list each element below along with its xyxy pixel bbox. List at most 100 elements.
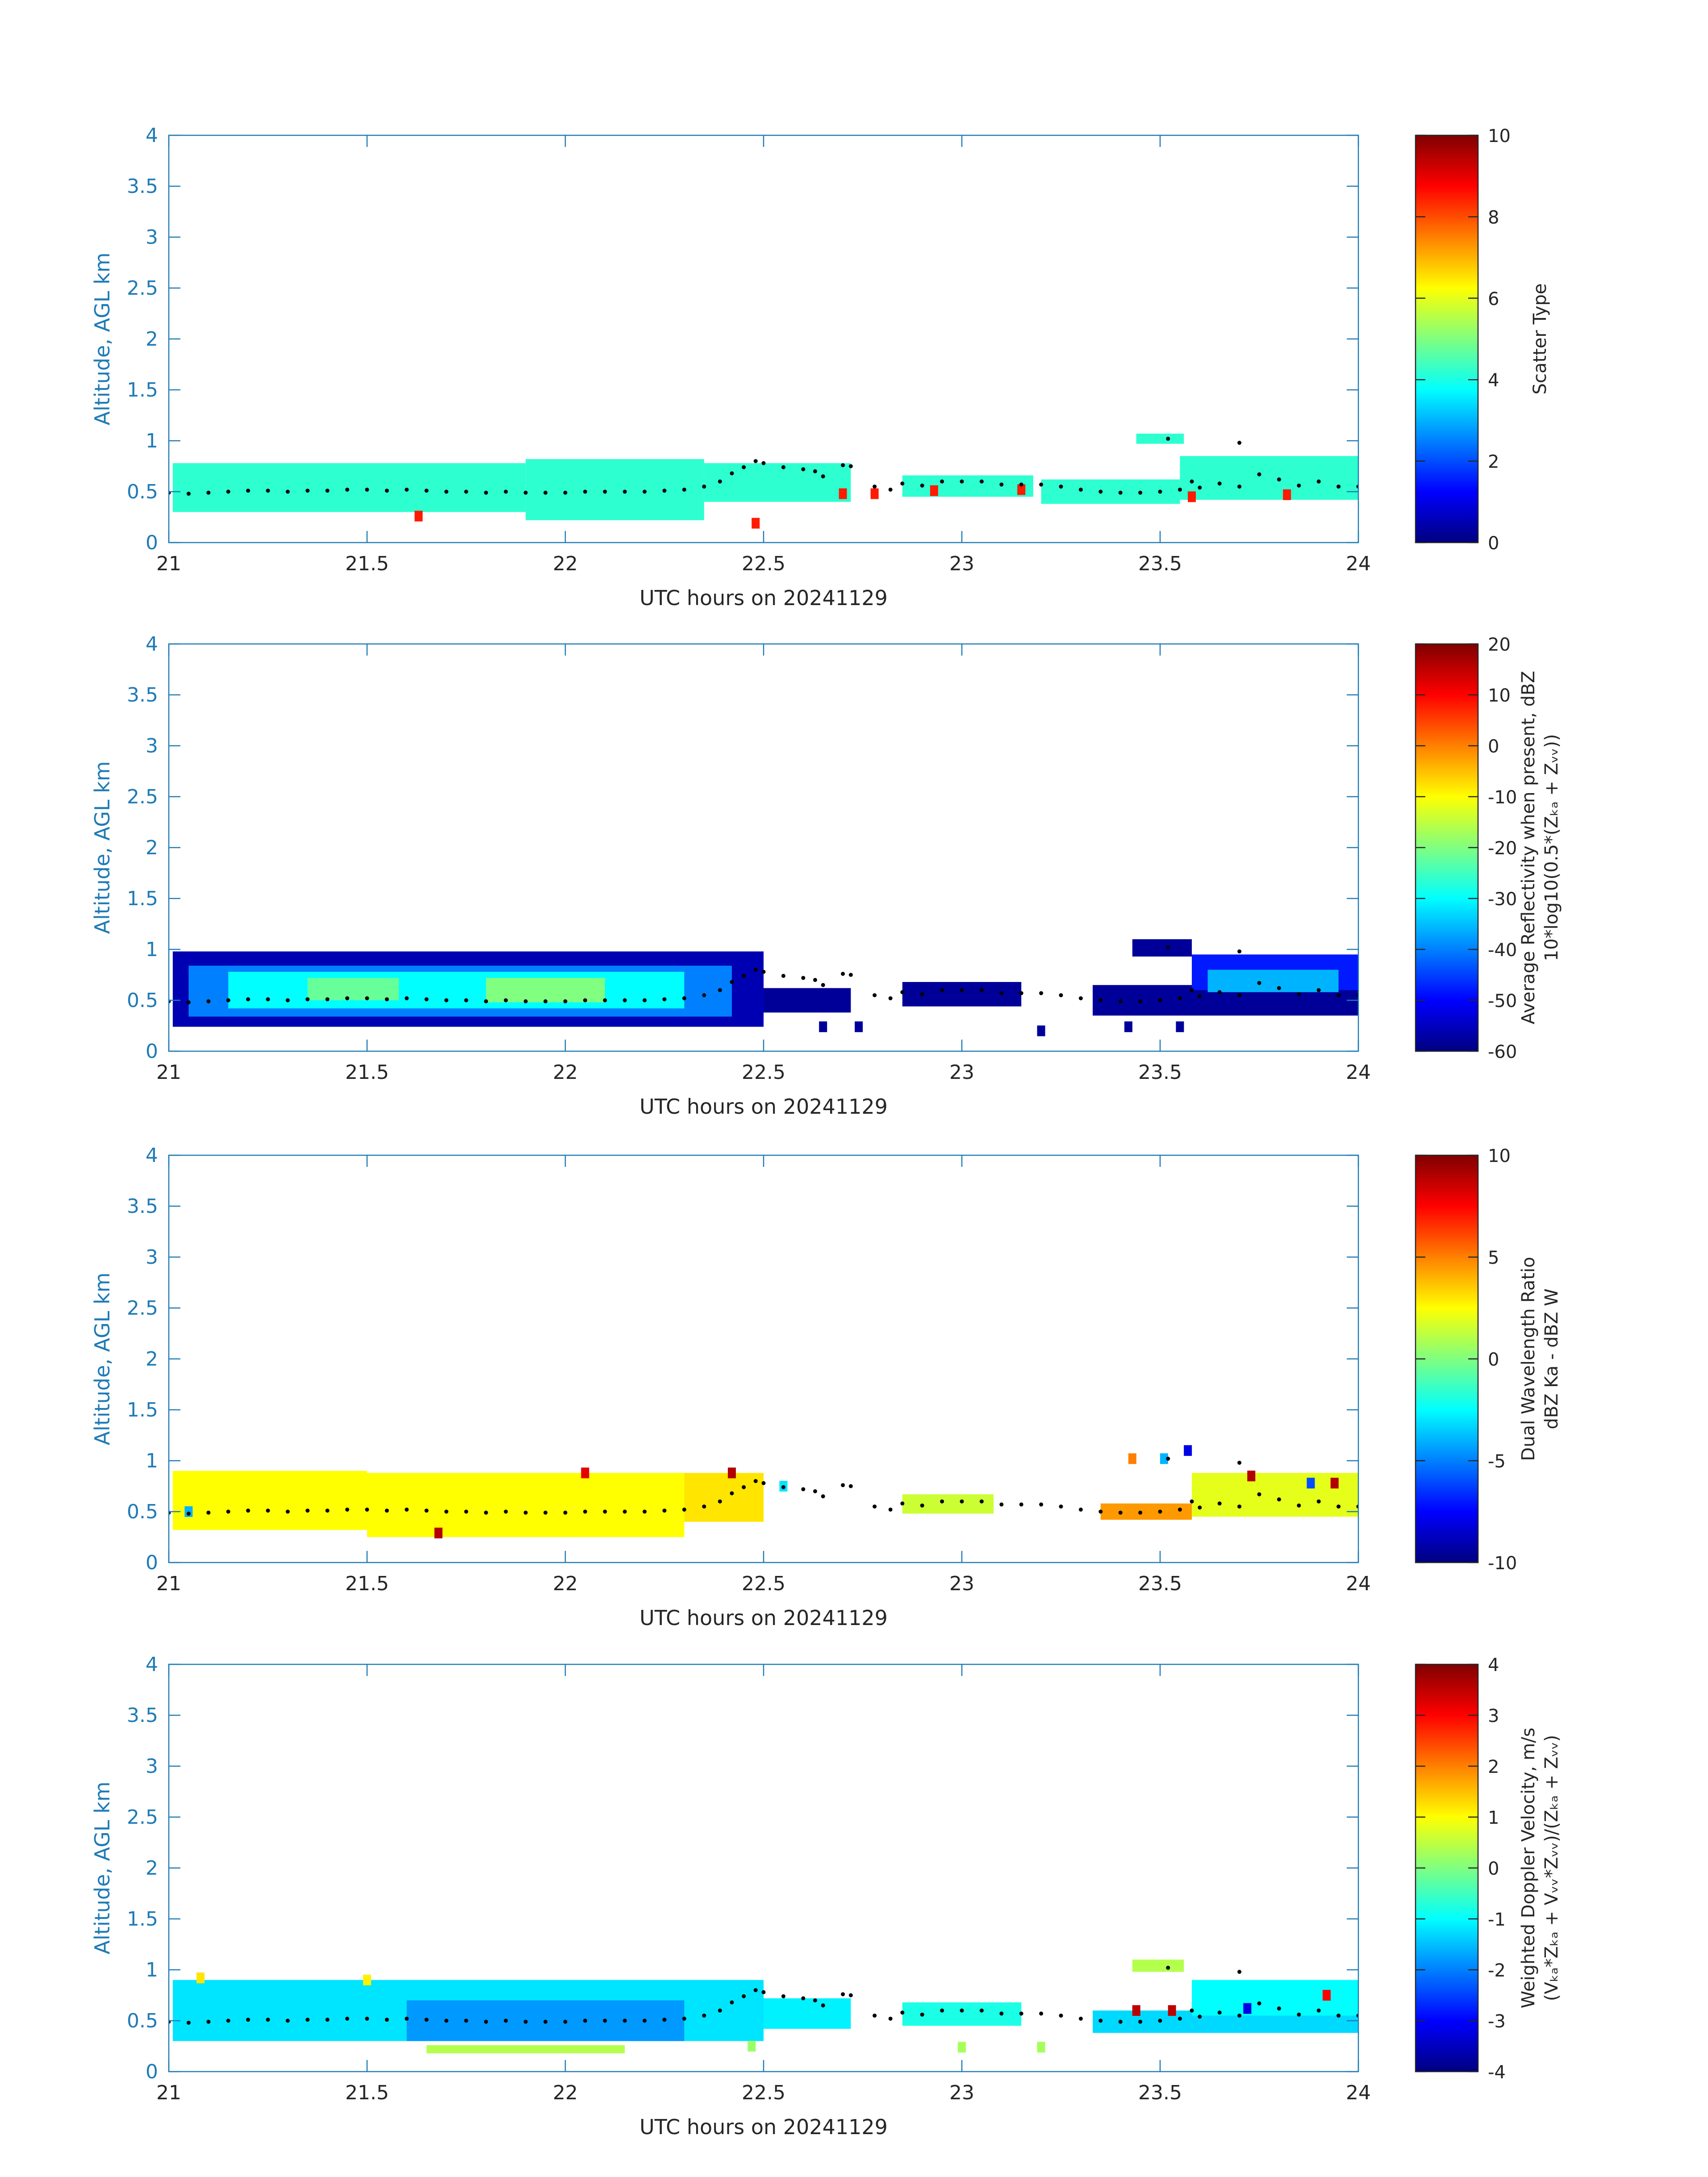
echo-dot: [206, 999, 211, 1003]
echo-dot: [1158, 2018, 1162, 2023]
echo-dot: [246, 1508, 251, 1513]
echo-dot: [900, 1501, 905, 1506]
x-tick-label: 24: [1346, 1061, 1371, 1084]
colorbar-label: (Vₖₐ*Zₖₐ + Vᵥᵥ*Zᵥᵥ)/(Zₖₐ + Zᵥᵥ): [1541, 1735, 1562, 2001]
x-tick-label: 22: [553, 1572, 578, 1595]
colorbar-tick-label: -4: [1488, 2062, 1506, 2083]
echo-dot: [960, 479, 964, 484]
x-axis-label: UTC hours on 20241129: [639, 586, 888, 610]
x-tick-label: 23: [949, 1061, 974, 1084]
echo-dot: [1277, 1497, 1281, 1502]
colorbar-label: Scatter Type: [1530, 284, 1550, 395]
echo-dot: [682, 487, 686, 492]
colorbar-tick-label: -30: [1488, 889, 1517, 910]
echo-dot: [1078, 1507, 1083, 1512]
x-tick-label: 23.5: [1138, 1061, 1182, 1084]
echo-dot: [702, 485, 706, 489]
echo-dot: [603, 489, 607, 494]
y-tick-label: 4: [146, 124, 158, 147]
y-tick-label: 1: [146, 430, 158, 452]
data-spot: [870, 488, 879, 499]
echo-dot: [1297, 992, 1301, 996]
echo-dot: [246, 2018, 251, 2022]
echo-dot: [1166, 436, 1170, 441]
echo-dot: [484, 1510, 488, 1515]
echo-dot: [900, 2010, 905, 2015]
echo-dot: [1277, 986, 1281, 990]
echo-dot: [821, 474, 825, 479]
x-tick-label: 21: [156, 2081, 181, 2104]
echo-dot: [848, 1993, 853, 1997]
echo-dot: [940, 479, 944, 484]
data-spot: [1330, 1478, 1339, 1489]
echo-dot: [841, 972, 845, 976]
echo-dot: [563, 1510, 568, 1515]
echo-dot: [730, 980, 734, 984]
echo-dot: [266, 489, 270, 493]
echo-dot: [504, 2018, 508, 2023]
x-tick-label: 23: [949, 1572, 974, 1595]
echo-dot: [325, 2018, 330, 2022]
x-tick-label: 22: [553, 552, 578, 575]
echo-dot: [285, 998, 290, 1003]
data-spot: [1168, 2005, 1176, 2016]
echo-dot: [1138, 1510, 1143, 1515]
echo-dot: [384, 489, 389, 493]
echo-dot: [543, 2019, 548, 2024]
colorbar-tick-label: -3: [1488, 2011, 1506, 2032]
data-spot: [1017, 484, 1026, 495]
echo-dot: [504, 998, 508, 1003]
echo-dot: [583, 2018, 587, 2023]
echo-dot: [405, 996, 409, 1000]
panel-reflectivity: 21 21.5 22 22.5 23 23.5 2400.511.522.533.54UTC…: [90, 633, 1562, 1119]
x-tick-label: 24: [1346, 1572, 1371, 1595]
echo-dot: [325, 1508, 330, 1513]
data-region: [764, 988, 851, 1013]
echo-dot: [622, 998, 627, 1003]
y-tick-label: 3: [146, 226, 158, 249]
echo-dot: [603, 2018, 607, 2023]
echo-dot: [384, 1508, 389, 1513]
echo-dot: [888, 487, 893, 492]
y-tick-label: 2.5: [127, 1806, 158, 1829]
echo-dot: [940, 2008, 944, 2013]
echo-dot: [1178, 487, 1182, 492]
echo-dot: [1059, 993, 1063, 998]
echo-dot: [543, 490, 548, 495]
echo-dot: [285, 2018, 290, 2023]
data-spot: [196, 1972, 205, 1984]
echo-dot: [226, 2018, 230, 2023]
echo-dot: [622, 1509, 627, 1514]
x-tick-label: 21.5: [345, 552, 389, 575]
echo-dot: [1178, 2016, 1182, 2021]
echo-dot: [206, 490, 211, 495]
echo-dot: [523, 490, 528, 495]
echo-dot: [325, 489, 330, 493]
echo-dot: [365, 2016, 369, 2021]
data-region: [426, 2045, 625, 2053]
data-spot: [1037, 1025, 1045, 1036]
data-region: [1207, 969, 1339, 992]
x-tick-label: 23: [949, 552, 974, 575]
data-region: [1100, 1503, 1192, 1520]
echo-dot: [325, 997, 330, 1002]
panel-dual-wavelength-ratio: 21 21.5 22 22.5 23 23.5 2400.511.522.533.54UTC…: [90, 1144, 1562, 1630]
colorbar-tick-label: -20: [1488, 838, 1517, 859]
echo-dot: [1019, 1502, 1023, 1507]
data-region: [764, 1998, 851, 2029]
data-region: [367, 1473, 685, 1537]
echo-dot: [1098, 1509, 1103, 1514]
data-spot: [958, 2042, 966, 2053]
echo-dot: [622, 489, 627, 494]
y-tick-label: 2.5: [127, 1297, 158, 1320]
x-tick-label: 23: [949, 2081, 974, 2104]
colorbar-tick-label: 3: [1488, 1706, 1499, 1726]
echo-dot: [206, 2019, 211, 2024]
echo-dot: [1257, 981, 1261, 985]
echo-dot: [186, 492, 191, 496]
plot-area: [169, 1445, 1358, 1538]
echo-dot: [285, 1509, 290, 1514]
echo-dot: [1118, 490, 1123, 495]
echo-dot: [464, 1509, 468, 1514]
echo-dot: [801, 976, 806, 980]
